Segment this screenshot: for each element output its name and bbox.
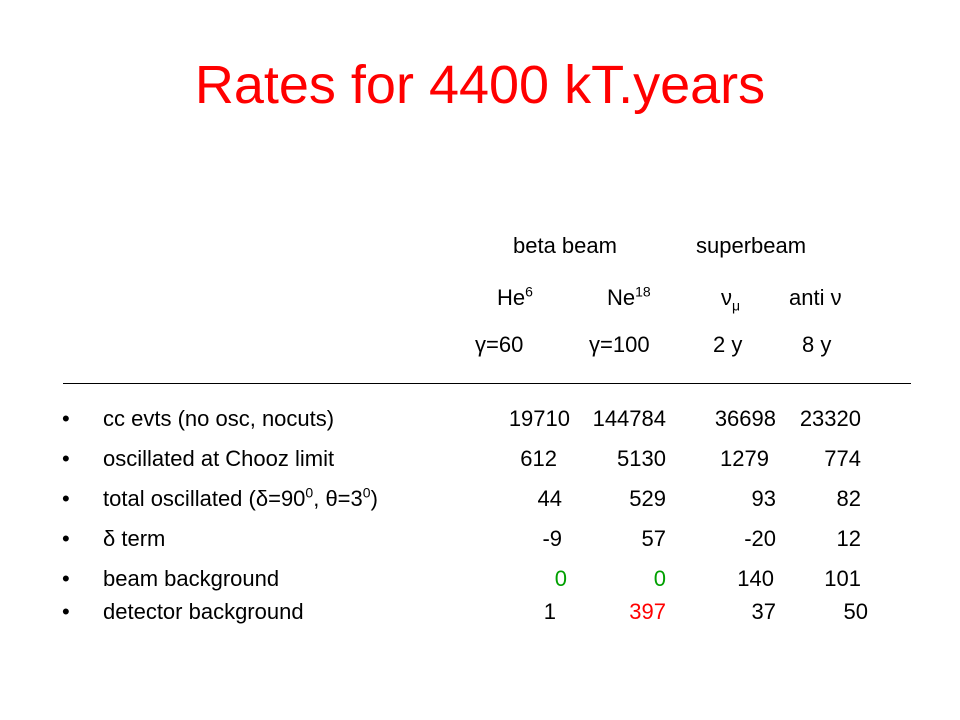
bullet: • <box>62 526 70 551</box>
cell-anti-nu: 82 <box>836 486 861 511</box>
cell-ne18: 5130 <box>617 446 666 471</box>
cell-ne18: 57 <box>641 526 666 551</box>
header-gamma-100: γ=100 <box>589 332 650 357</box>
cell-nu-mu: 36698 <box>714 406 776 431</box>
cell-he6: 19710 <box>508 406 570 431</box>
cell-he6: 44 <box>537 486 562 511</box>
cell-anti-nu: 101 <box>824 566 861 591</box>
cell-anti-nu: 12 <box>836 526 861 551</box>
header-superbeam: superbeam <box>696 233 807 258</box>
cell-anti-nu: 23320 <box>799 406 861 431</box>
header-2-years: 2 y <box>713 332 743 357</box>
header-beta-beam: beta beam <box>513 233 617 258</box>
header-anti-nu: anti ν <box>789 285 842 310</box>
header-he6: He6 <box>497 283 533 310</box>
header-ne18: Ne18 <box>607 283 651 310</box>
row-label-beam-background: beam background <box>103 566 280 591</box>
cell-nu-mu: 1279 <box>720 446 769 471</box>
row-label-cc-evts: cc evts (no osc, nocuts) <box>103 406 335 431</box>
row-label-oscillated-chooz: oscillated at Chooz limit <box>103 446 335 471</box>
cell-ne18: 144784 <box>592 406 666 431</box>
header-gamma-60: γ=60 <box>475 332 524 357</box>
cell-ne18: 529 <box>629 486 666 511</box>
cell-nu-mu: -20 <box>744 526 776 551</box>
bullet: • <box>62 486 70 511</box>
cell-he6: 612 <box>520 446 557 471</box>
cell-ne18: 0 <box>653 566 666 591</box>
cell-nu-mu: 140 <box>737 566 774 591</box>
cell-he6: 1 <box>543 599 556 624</box>
bullet: • <box>62 566 70 591</box>
cell-anti-nu: 50 <box>843 599 868 624</box>
bullet: • <box>62 446 70 471</box>
cell-he6: -9 <box>542 526 562 551</box>
header-8-years: 8 y <box>802 332 832 357</box>
cell-nu-mu: 93 <box>751 486 776 511</box>
bullet: • <box>62 599 70 624</box>
slide-title: Rates for 4400 kT.years <box>194 55 766 115</box>
row-label-detector-background: detector background <box>103 599 304 624</box>
header-divider <box>63 383 911 384</box>
cell-anti-nu: 774 <box>824 446 861 471</box>
header-nu-mu: νμ <box>721 285 741 314</box>
row-label-total-oscillated: total oscillated (δ=900, θ=30) <box>103 484 378 511</box>
row-label-delta-term: δ term <box>103 526 166 551</box>
cell-nu-mu: 37 <box>751 599 776 624</box>
cell-ne18: 397 <box>629 599 666 624</box>
cell-he6: 0 <box>554 566 567 591</box>
bullet: • <box>62 406 70 431</box>
